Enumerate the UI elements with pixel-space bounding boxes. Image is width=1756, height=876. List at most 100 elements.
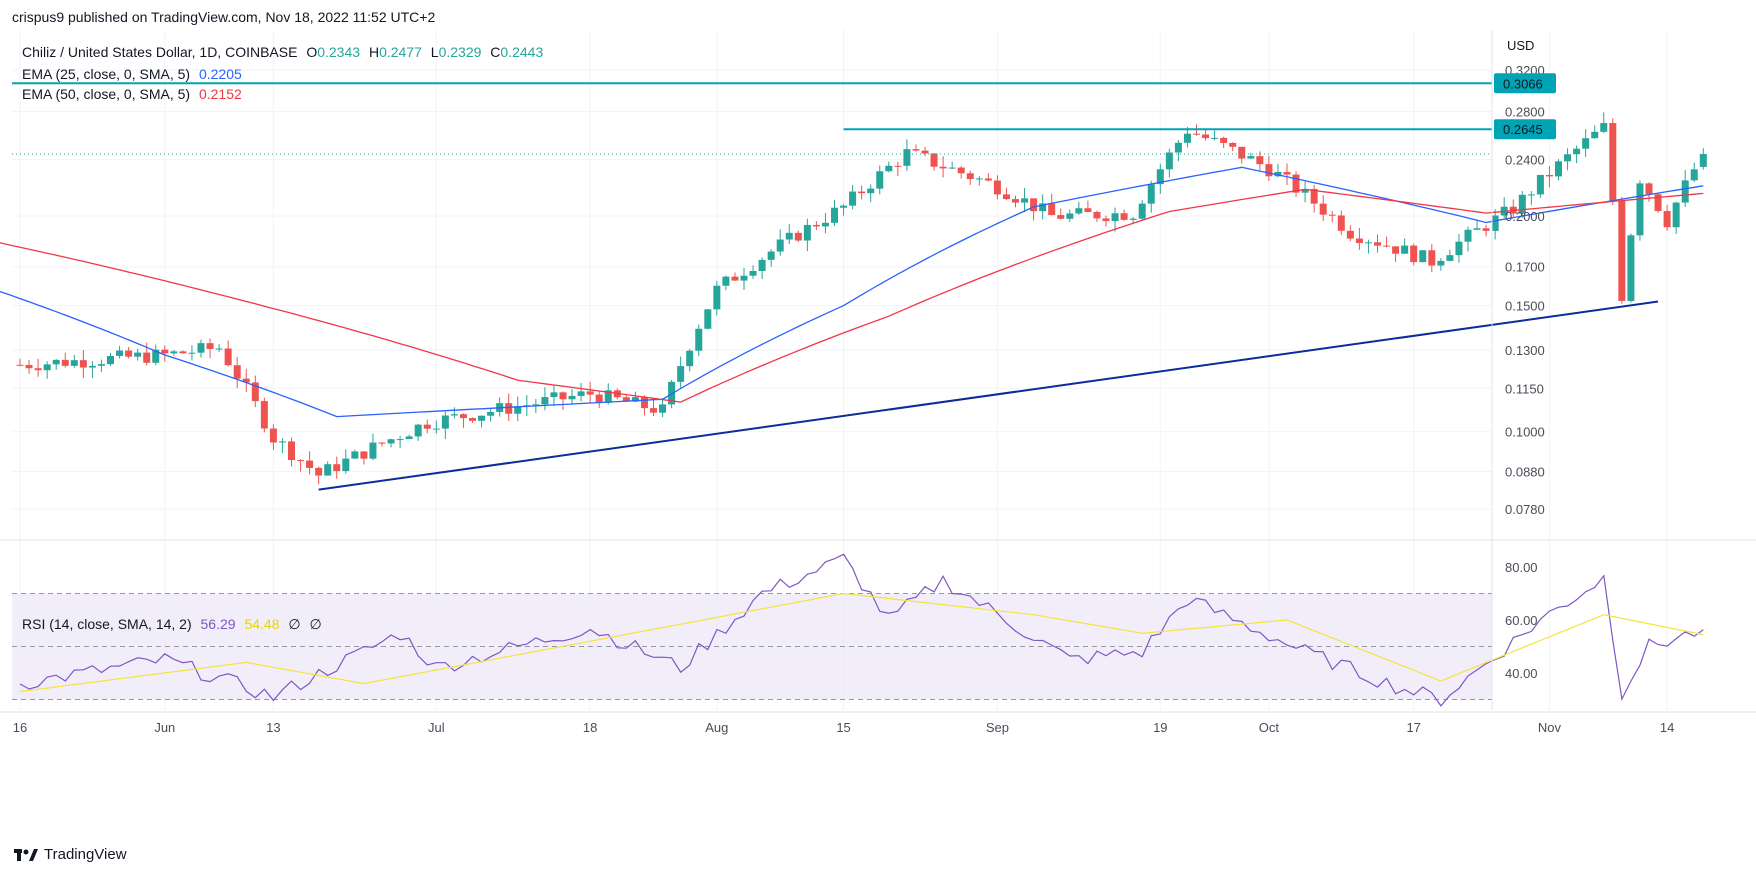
candle-body xyxy=(405,436,413,440)
footer-brand-text: TradingView xyxy=(44,846,127,863)
candle-body xyxy=(342,458,350,472)
candle-body xyxy=(894,165,902,167)
rsi-tick-label: 60.00 xyxy=(1505,613,1538,628)
candle-body xyxy=(1618,200,1626,301)
candle xyxy=(1355,228,1363,250)
candle xyxy=(713,280,721,316)
candle-body xyxy=(749,271,757,276)
candle xyxy=(677,356,685,389)
overlays xyxy=(0,82,1704,707)
publish-caption: crispus9 published on TradingView.com, N… xyxy=(12,9,436,25)
time-tick-label: Jun xyxy=(154,720,175,735)
candle xyxy=(523,394,531,417)
rsi-extra2: ∅ xyxy=(309,616,322,632)
candle xyxy=(1527,191,1535,205)
candle-body xyxy=(1156,169,1164,185)
candle xyxy=(1600,112,1608,134)
candle-body xyxy=(993,180,1001,195)
candle-body xyxy=(297,460,305,462)
candle-body xyxy=(532,404,540,406)
candle-body xyxy=(1183,133,1191,143)
candle-body xyxy=(821,222,829,227)
time-tick-label: 13 xyxy=(266,720,280,735)
candle-body xyxy=(1645,183,1653,195)
candle-body xyxy=(233,365,241,379)
candle xyxy=(1591,125,1599,139)
candle-body xyxy=(242,378,250,383)
candle xyxy=(43,361,51,379)
candle xyxy=(405,434,413,440)
candle-body xyxy=(306,460,314,468)
rsi-value: 56.29 xyxy=(200,616,236,632)
candle xyxy=(52,359,60,370)
candle-body xyxy=(1636,183,1644,236)
time-tick-label: Jul xyxy=(428,720,445,735)
candle-body xyxy=(43,364,51,371)
candle xyxy=(206,338,214,359)
candle-body xyxy=(975,178,983,180)
candle xyxy=(1699,148,1707,170)
candle-body xyxy=(1012,199,1019,203)
candle-body xyxy=(1238,146,1246,159)
candle-body xyxy=(559,392,567,400)
candle-body xyxy=(1002,194,1010,200)
candle xyxy=(785,224,793,245)
candle-body xyxy=(921,150,929,154)
candle-body xyxy=(1111,213,1119,222)
candle-body xyxy=(1482,228,1490,231)
candle-body xyxy=(1364,242,1372,244)
candle xyxy=(34,358,42,377)
candle-body xyxy=(369,442,377,459)
candle xyxy=(1066,209,1074,223)
candle-body xyxy=(378,442,386,444)
candle xyxy=(1401,238,1409,254)
candle xyxy=(514,396,522,422)
rsi-legend: RSI (14, close, SMA, 14, 2) 56.29 54.48 … xyxy=(22,616,327,633)
open-value: 0.2343 xyxy=(317,44,361,60)
high-value: 0.2477 xyxy=(379,44,422,60)
candle xyxy=(97,359,105,372)
candle xyxy=(975,176,983,186)
candle-body xyxy=(1464,229,1472,242)
candle-body xyxy=(107,355,114,365)
ema25-legend: EMA (25, close, 0, SMA, 5) 0.2205 xyxy=(22,66,247,82)
ema25-line xyxy=(0,166,1704,418)
candle xyxy=(840,204,848,216)
candle-body xyxy=(1193,133,1200,135)
candle xyxy=(595,390,603,408)
candle-body xyxy=(1310,189,1318,204)
candle-body xyxy=(1473,228,1481,230)
candle-body xyxy=(170,351,178,354)
candle xyxy=(1672,201,1680,234)
candle xyxy=(1328,210,1336,223)
footer-brand[interactable]: TradingView xyxy=(14,846,127,863)
candle-body xyxy=(650,408,657,413)
candle-body xyxy=(984,178,992,181)
candle-body xyxy=(767,251,775,260)
candle-body xyxy=(1419,250,1427,263)
candle xyxy=(1364,239,1372,254)
candle xyxy=(803,218,811,252)
candle xyxy=(188,345,196,361)
candle-body xyxy=(849,191,857,206)
candle xyxy=(242,368,250,392)
candle xyxy=(1392,246,1400,262)
candle-body xyxy=(134,352,142,357)
candle-body xyxy=(1527,194,1535,196)
candle-body xyxy=(1229,142,1237,147)
candle xyxy=(568,388,576,404)
candle xyxy=(776,229,784,256)
candle-body xyxy=(215,348,223,350)
candle xyxy=(559,391,567,411)
candle xyxy=(939,156,947,178)
candle-body xyxy=(1084,208,1092,212)
candle xyxy=(695,324,703,357)
candle xyxy=(1292,171,1300,197)
candle-body xyxy=(640,397,648,409)
candle xyxy=(541,387,549,411)
candle xyxy=(659,397,667,418)
candle xyxy=(1174,140,1182,162)
candle xyxy=(215,343,223,352)
candle-body xyxy=(61,359,69,366)
